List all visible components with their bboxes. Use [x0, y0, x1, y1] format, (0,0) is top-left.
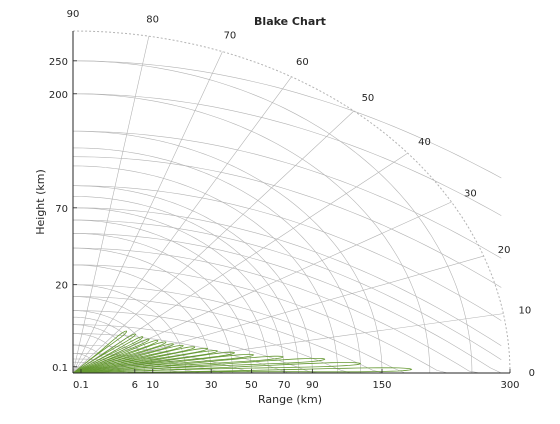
x-tick-label-0: 0.1 [73, 380, 89, 391]
range-arc-8 [73, 284, 187, 373]
coverage-lobe-14 [73, 336, 144, 374]
coverage-lobe-3 [73, 355, 284, 374]
range-arc-12 [73, 219, 269, 373]
angle-spoke-10 [72, 313, 504, 374]
x-tick-label-1: 6 [132, 380, 138, 391]
angle-spoke-20 [72, 255, 484, 374]
chart-title: Blake Chart [254, 15, 326, 28]
range-arc-11 [73, 233, 252, 373]
range-arc-18 [73, 130, 383, 373]
coverage-lobe-1 [73, 362, 362, 374]
angle-tick-label-40: 40 [418, 137, 431, 148]
angle-tick-label-50: 50 [362, 93, 375, 104]
angle-tick-label-90: 90 [67, 9, 80, 20]
height-curve-16 [72, 156, 502, 288]
height-curve-17 [73, 130, 502, 259]
height-curve-10 [73, 264, 502, 374]
angle-spoke-70 [72, 51, 223, 374]
x-tick-label-8: 300 [500, 380, 519, 391]
angle-tick-label-70: 70 [224, 31, 237, 42]
angle-tick-label-0: 0 [529, 368, 535, 379]
range-arc-9 [73, 264, 212, 373]
x-tick-label-4: 50 [245, 380, 258, 391]
range-arc-13 [73, 207, 285, 373]
range-arc-20 [73, 60, 473, 373]
angle-spoke-60 [72, 76, 292, 374]
coverage-lobe-13 [73, 338, 150, 374]
coverage-lobe-7 [73, 347, 209, 374]
angle-spoke-30 [72, 201, 452, 374]
y-tick-label-0: 0.1 [52, 363, 68, 374]
x-tick-label-6: 90 [306, 380, 319, 391]
range-arc-6 [73, 310, 154, 373]
coverage-lobe-2 [73, 358, 326, 374]
coverage-lobe-12 [73, 340, 159, 374]
x-tick-label-5: 70 [278, 380, 291, 391]
coverage-lobe-10 [73, 343, 175, 374]
range-arc-15 [73, 185, 313, 374]
x-tick-label-2: 10 [146, 380, 159, 391]
range-arc-17 [73, 147, 361, 374]
range-arc-7 [73, 296, 171, 373]
height-curve-11 [72, 247, 502, 374]
height-curve-18 [73, 93, 502, 216]
angle-tick-label-20: 20 [498, 245, 511, 256]
height-curve-15 [72, 185, 502, 321]
coverage-lobe-8 [73, 346, 196, 374]
axes-layer [72, 31, 511, 374]
grid-layer [72, 30, 511, 374]
range-arc-14 [73, 196, 299, 374]
y-tick-label-4: 250 [49, 57, 68, 68]
angle-spoke-80 [72, 36, 150, 374]
coverage-lobe-4 [73, 353, 255, 374]
height-curve-13 [73, 219, 502, 361]
coverage-lobe-16 [72, 330, 127, 374]
y-tick-label-2: 70 [55, 204, 68, 215]
x-axis-label: Range (km) [258, 393, 322, 406]
labels-layer: 0 10 20 30 40 50 60 70 80 90 0.1 6 10 30 50 70 90 150 300 0… [49, 9, 535, 391]
height-curve-14 [72, 207, 502, 347]
angle-tick-label-30: 30 [464, 188, 477, 199]
angle-tick-label-80: 80 [146, 14, 159, 25]
height-curve-12 [72, 233, 502, 374]
y-tick-label-3: 200 [49, 90, 68, 101]
y-tick-label-1: 20 [55, 281, 68, 292]
coverage-lobe-9 [73, 344, 184, 374]
x-tick-label-3: 30 [205, 380, 218, 391]
range-arc-21 [72, 30, 511, 374]
y-axis-label: Height (km) [34, 169, 47, 235]
height-curve-19 [72, 60, 502, 179]
coverage-lobe-15 [72, 333, 136, 374]
coverage-lobe-6 [73, 350, 218, 374]
x-tick-label-7: 150 [372, 380, 391, 391]
coverage-lobe-5 [73, 351, 236, 374]
angle-spoke-50 [72, 110, 355, 374]
angle-tick-label-10: 10 [519, 306, 532, 317]
range-arc-10 [73, 247, 233, 374]
coverage-lobe-11 [73, 341, 167, 374]
range-arc-16 [73, 165, 338, 373]
angle-tick-label-60: 60 [296, 57, 309, 68]
range-arc-5 [73, 316, 145, 373]
